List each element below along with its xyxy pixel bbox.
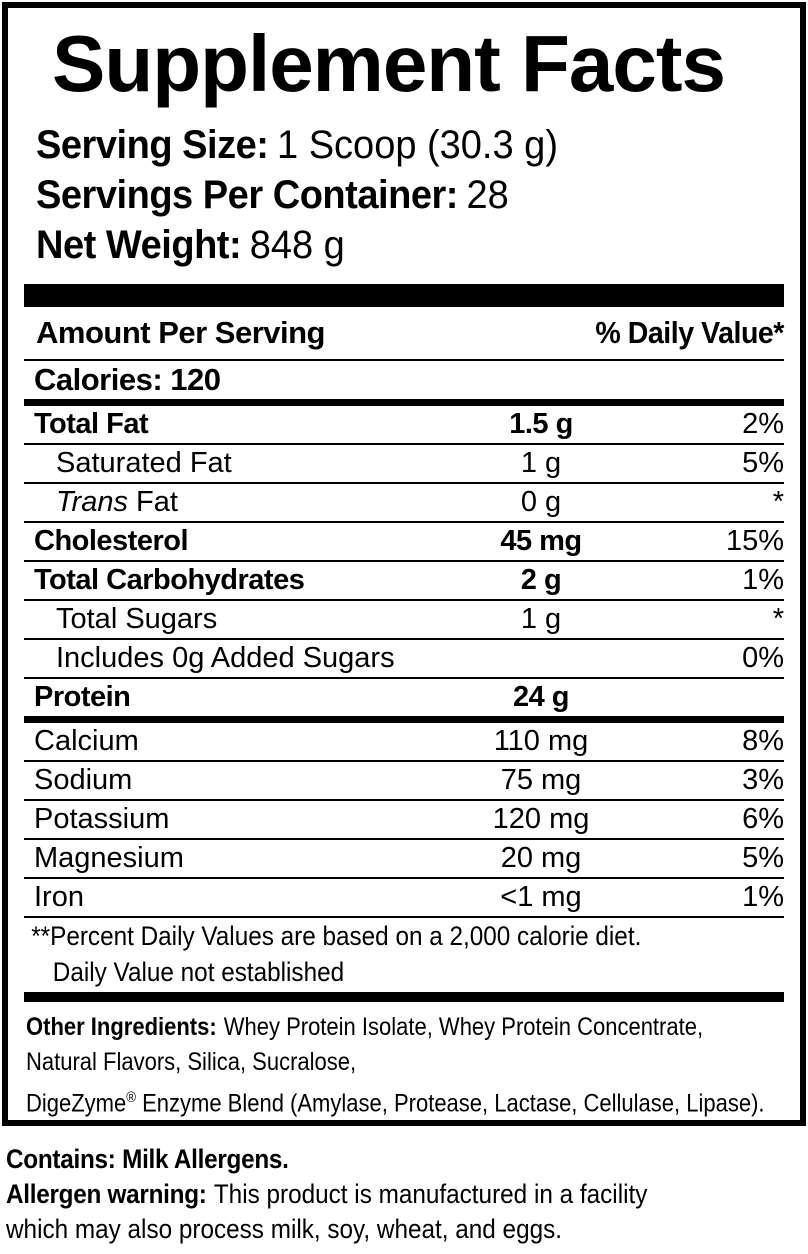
nutrient-daily-value: 8% — [742, 725, 784, 757]
table-row: Magnesium 20 mg 5% — [24, 840, 784, 879]
nutrient-name: Protein — [34, 681, 131, 713]
nutrient-amount: 24 g — [512, 681, 570, 713]
table-row: Includes 0g Added Sugars 0% — [24, 640, 784, 679]
nutrient-amount: 1.5 g — [509, 408, 573, 440]
servings-per-container-value: 28 — [466, 173, 509, 217]
table-row: Iron <1 mg 1% — [24, 879, 784, 918]
serving-size-label: Serving Size: — [36, 123, 269, 167]
nutrient-daily-value: 6% — [742, 803, 784, 835]
other-ingredients-block: Other Ingredients: Whey Protein Isolate, … — [24, 1002, 784, 1120]
nutrient-name: Includes 0g Added Sugars — [56, 642, 395, 674]
net-weight-row: Net Weight: 848 g — [36, 220, 747, 270]
ingredients-divider-bar — [24, 992, 784, 1002]
nutrient-amount: 1 g — [520, 603, 562, 635]
amount-per-serving-header: Amount Per Serving — [36, 315, 326, 350]
other-ingredients-label: Other Ingredients: — [26, 1013, 217, 1041]
nutrient-daily-value: 5% — [742, 447, 784, 479]
servings-per-container-label: Servings Per Container: — [36, 173, 458, 217]
nutrient-name: Saturated Fat — [56, 447, 232, 479]
enzyme-blend-text: Enzyme Blend (Amylase, Protease, Lactase… — [135, 1089, 765, 1118]
digezyme-brand: DigeZyme — [26, 1089, 127, 1118]
nutrient-name: Cholesterol — [34, 525, 189, 557]
nutrient-amount: 75 mg — [500, 764, 582, 796]
net-weight-label: Net Weight: — [36, 223, 242, 267]
nutrient-daily-value: 3% — [742, 764, 784, 796]
table-row: Cholesterol 45 mg 15% — [24, 523, 784, 562]
servings-per-container-row: Servings Per Container: 28 — [36, 170, 747, 220]
nutrient-name: Potassium — [34, 803, 170, 835]
table-row: Total Fat 1.5 g 2% — [24, 406, 784, 445]
nutrient-daily-value: 5% — [742, 842, 784, 874]
table-row: Sodium 75 mg 3% — [24, 762, 784, 801]
nutrient-amount: 110 mg — [493, 725, 589, 757]
nutrient-daily-value: * — [772, 486, 784, 518]
table-row: Total Sugars 1 g * — [24, 601, 784, 640]
nutrient-daily-value: 0% — [742, 642, 784, 674]
nutrient-name: Sodium — [34, 764, 133, 796]
nutrient-name: Magnesium — [34, 842, 184, 874]
nutrient-daily-value: 1% — [742, 881, 784, 913]
nutrient-amount: 1 g — [520, 447, 562, 479]
nutrient-amount: 120 mg — [492, 803, 590, 835]
allergen-section: Contains: Milk Allergens. Allergen warni… — [6, 1142, 808, 1247]
table-top-bar — [24, 284, 784, 307]
not-established-footnote: Daily Value not established — [52, 957, 345, 987]
ingredients-line-1: Other Ingredients: Whey Protein Isolate, … — [26, 1013, 704, 1041]
daily-value-footnote: **Percent Daily Values are based on a 2,… — [31, 921, 642, 951]
supplement-facts-label: Supplement Facts Serving Size: 1 Scoop (3… — [2, 2, 806, 1126]
allergen-warning-line-1: Allergen warning: This product is manufac… — [6, 1177, 728, 1212]
nutrient-rows: Total Fat 1.5 g 2% Saturated Fat 1 g 5% Trans … — [24, 406, 784, 918]
serving-size-value: 1 Scoop (30.3 g) — [277, 123, 558, 167]
nutrient-daily-value: 15% — [725, 525, 784, 557]
serving-info-block: Serving Size: 1 Scoop (30.3 g) Servings P… — [36, 120, 784, 270]
daily-value-header: % Daily Value* — [595, 315, 784, 350]
nutrient-daily-value: * — [772, 603, 784, 635]
table-row: Trans Fat 0 g * — [24, 484, 784, 523]
net-weight-value: 848 g — [249, 223, 345, 267]
nutrient-amount: 45 mg — [500, 525, 582, 557]
table-row: Protein 24 g — [24, 679, 784, 723]
nutrient-name: Trans Fat — [56, 486, 178, 518]
nutrient-amount: 20 mg — [500, 842, 582, 874]
serving-size-row: Serving Size: 1 Scoop (30.3 g) — [36, 120, 747, 170]
contains-line: Contains: Milk Allergens. — [6, 1142, 728, 1177]
table-row: Calcium 110 mg 8% — [24, 723, 784, 762]
nutrient-amount: 0 g — [520, 486, 562, 518]
nutrient-name: Total Carbohydrates — [34, 564, 305, 596]
registered-trademark-symbol: ® — [126, 1089, 136, 1106]
nutrient-name: Calcium — [34, 725, 139, 757]
ingredients-line-3: DigeZyme® Enzyme Blend (Amylase, Proteas… — [26, 1080, 765, 1120]
nutrient-name: Iron — [34, 881, 84, 913]
table-header-row: Amount Per Serving % Daily Value* — [24, 307, 784, 361]
table-row: Total Carbohydrates 2 g 1% — [24, 562, 784, 601]
allergen-warning-line-2: which may also process milk, soy, wheat,… — [6, 1212, 728, 1247]
nutrient-amount: 2 g — [520, 564, 562, 596]
nutrient-daily-value: 2% — [742, 408, 784, 440]
nutrient-amount: <1 mg — [500, 881, 582, 913]
table-row: Potassium 120 mg 6% — [24, 801, 784, 840]
nutrient-daily-value: 1% — [742, 564, 784, 596]
calories-row: Calories: 120 — [24, 361, 784, 406]
allergen-warning-text-1: This product is manufactured in a facili… — [213, 1179, 648, 1209]
contains-statement: Contains: Milk Allergens. — [6, 1144, 289, 1174]
nutrient-name: Total Sugars — [56, 603, 218, 635]
label-title: Supplement Facts — [52, 19, 726, 108]
ingredients-line-2: Natural Flavors, Silica, Sucralose, — [26, 1048, 357, 1076]
allergen-warning-text-2: which may also process milk, soy, wheat,… — [6, 1214, 563, 1244]
nutrient-name: Total Fat — [34, 408, 149, 440]
allergen-warning-label: Allergen warning: — [6, 1179, 207, 1209]
table-row: Saturated Fat 1 g 5% — [24, 445, 784, 484]
